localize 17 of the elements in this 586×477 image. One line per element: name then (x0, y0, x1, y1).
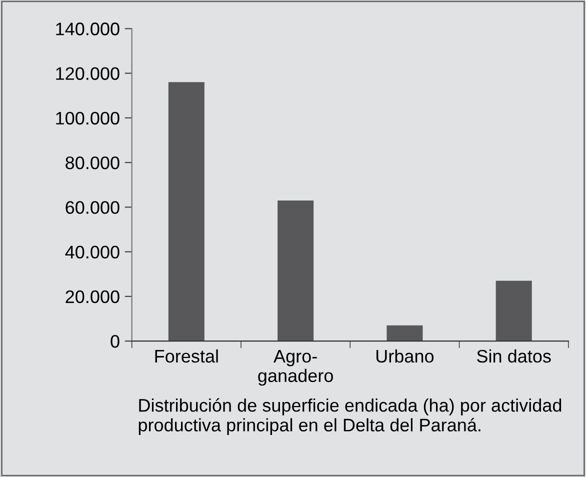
y-tick-label: 100.000 (56, 112, 120, 125)
x-tick-label: Forestal (155, 349, 218, 363)
y-tick-label: 20.000 (66, 290, 120, 304)
y-tick-label: 120.000 (56, 67, 120, 80)
bar (278, 200, 314, 342)
y-tick-label: 60.000 (66, 201, 120, 214)
text: Distribución de superficie endicada (ha) por actividad productiva principal en el Delta del Paraná. (138, 398, 562, 436)
y-tick-label: 140.000 (56, 22, 120, 36)
y-tick-label: 0 (110, 334, 120, 348)
x-tick-label: Agro- ganadero (258, 350, 333, 386)
x-tick-label: Urbano (376, 349, 434, 363)
bar (168, 82, 204, 342)
bar (496, 280, 532, 342)
x-tick-label: Sin datos (477, 349, 551, 363)
bar (386, 325, 423, 342)
y-tick-label: 80.000 (66, 156, 120, 170)
y-tick-label: 40.000 (65, 246, 120, 259)
